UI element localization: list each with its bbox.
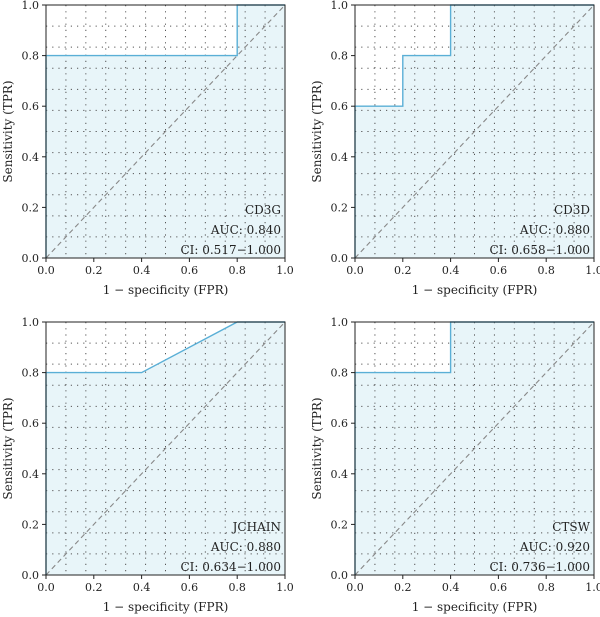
x-tick-label: 0.0	[37, 264, 55, 277]
x-axis-label: 1 − specificity (FPR)	[103, 283, 229, 297]
x-tick-label: 0.0	[346, 581, 364, 594]
marker-name: CTSW	[552, 520, 590, 534]
x-tick-label: 0.0	[37, 581, 55, 594]
y-tick-label: 0.8	[331, 367, 349, 380]
plot-frame	[45, 4, 286, 259]
y-tick-label: 0.4	[331, 151, 349, 164]
x-axis-label: 1 − specificity (FPR)	[103, 600, 229, 614]
x-tick-label: 0.2	[85, 264, 103, 277]
x-tick-label: 0.8	[537, 264, 555, 277]
y-tick-label: 0.8	[22, 367, 40, 380]
roc-panel-ctsw: 0.0 0.2 0.4 0.6 0.8 1.0 0.0 0.2 0.4 0.6 0.8 1.0 1 − …	[310, 316, 600, 614]
x-tick-label: 0.2	[85, 581, 103, 594]
x-tick-label: 0.8	[537, 581, 555, 594]
y-tick-label: 0.2	[331, 201, 349, 214]
confidence-interval: CI: 0.517−1.000	[180, 243, 281, 257]
y-tick-label: 1.0	[331, 316, 349, 329]
y-tick-label: 0.4	[22, 468, 40, 481]
y-axis-label: Sensitivity (TPR)	[1, 397, 15, 499]
roc-panel-cd3g: 0.0 0.2 0.4 0.6 0.8 1.0 0.0 0.2 0.4 0.6 0.8 1.0 1 − …	[1, 0, 294, 297]
y-tick-label: 0.6	[331, 100, 349, 113]
y-tick-label: 1.0	[331, 0, 349, 12]
y-tick-label: 0.2	[331, 518, 349, 531]
y-tick-label: 0.0	[331, 569, 349, 582]
y-tick-label: 0.2	[22, 201, 40, 214]
marker-name: CD3D	[554, 203, 590, 217]
chance-diagonal	[45, 4, 286, 259]
x-tick-label: 0.8	[228, 264, 246, 277]
x-tick-label: 1.0	[585, 264, 600, 277]
y-tick-label: 0.0	[331, 252, 349, 265]
y-tick-label: 0.0	[22, 252, 40, 265]
auc-value: AUC: 0.840	[210, 223, 281, 237]
x-tick-label: 0.6	[490, 264, 508, 277]
y-axis-label: Sensitivity (TPR)	[310, 80, 324, 182]
y-axis-label: Sensitivity (TPR)	[310, 397, 324, 499]
x-tick-label: 0.4	[133, 264, 151, 277]
x-tick-label: 0.6	[181, 264, 199, 277]
x-axis-label: 1 − specificity (FPR)	[412, 283, 538, 297]
x-tick-label: 0.4	[442, 581, 460, 594]
chance-diagonal	[354, 321, 595, 576]
x-tick-label: 1.0	[276, 581, 294, 594]
confidence-interval: CI: 0.658−1.000	[489, 243, 590, 257]
marker-name: CD3G	[245, 203, 281, 217]
roc-panel-cd3d: 0.0 0.2 0.4 0.6 0.8 1.0 0.0 0.2 0.4 0.6 0.8 1.0 1 − …	[310, 0, 600, 297]
x-tick-label: 0.6	[490, 581, 508, 594]
x-tick-label: 0.6	[181, 581, 199, 594]
y-tick-label: 0.8	[22, 50, 40, 63]
chance-diagonal	[354, 4, 595, 259]
x-tick-label: 0.2	[394, 264, 412, 277]
plot-frame	[45, 321, 286, 576]
x-tick-label: 0.8	[228, 581, 246, 594]
y-tick-label: 0.4	[331, 468, 349, 481]
x-tick-label: 0.4	[133, 581, 151, 594]
y-tick-label: 0.0	[22, 569, 40, 582]
auc-value: AUC: 0.920	[519, 540, 590, 554]
y-tick-label: 0.6	[331, 417, 349, 430]
y-tick-label: 0.6	[22, 417, 40, 430]
y-tick-label: 1.0	[22, 316, 40, 329]
y-tick-label: 0.4	[22, 151, 40, 164]
y-tick-label: 0.8	[331, 50, 349, 63]
chance-diagonal	[45, 321, 286, 576]
x-tick-label: 0.4	[442, 264, 460, 277]
auc-value: AUC: 0.880	[519, 223, 590, 237]
y-tick-label: 1.0	[22, 0, 40, 12]
x-axis-label: 1 − specificity (FPR)	[412, 600, 538, 614]
plot-frame	[354, 321, 595, 576]
y-tick-label: 0.6	[22, 100, 40, 113]
marker-name: JCHAIN	[231, 520, 281, 534]
auc-value: AUC: 0.880	[210, 540, 281, 554]
confidence-interval: CI: 0.736−1.000	[489, 560, 590, 574]
plot-frame	[354, 4, 595, 259]
x-tick-label: 1.0	[276, 264, 294, 277]
x-tick-label: 0.2	[394, 581, 412, 594]
roc-panel-jchain: 0.0 0.2 0.4 0.6 0.8 1.0 0.0 0.2 0.4 0.6 0.8 1.0 1 − …	[1, 316, 294, 614]
y-axis-label: Sensitivity (TPR)	[1, 80, 15, 182]
x-tick-label: 0.0	[346, 264, 364, 277]
x-tick-label: 1.0	[585, 581, 600, 594]
y-tick-label: 0.2	[22, 518, 40, 531]
confidence-interval: CI: 0.634−1.000	[180, 560, 281, 574]
